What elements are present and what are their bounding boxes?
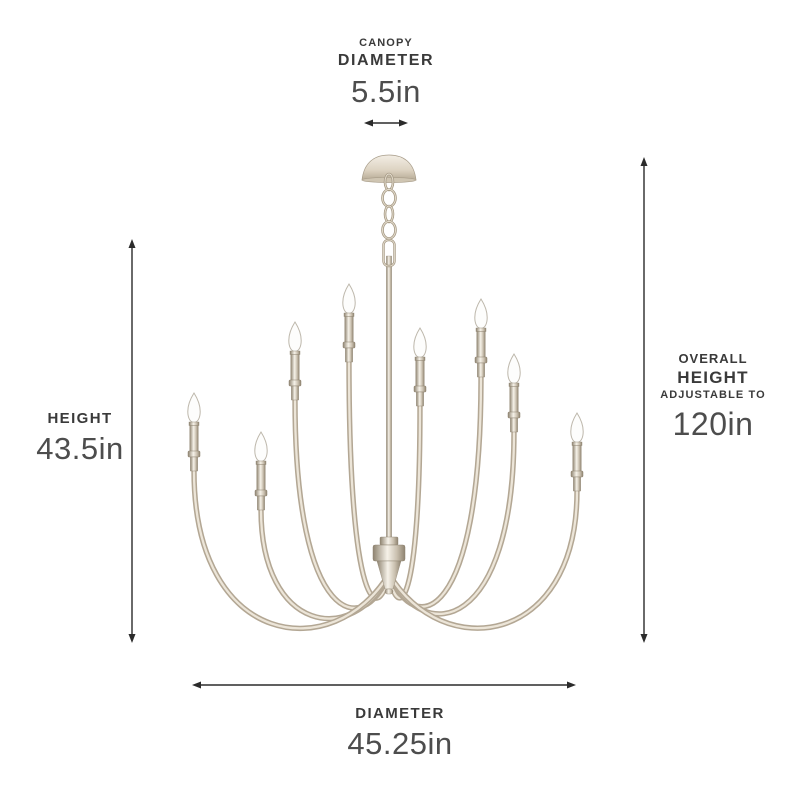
overall-height-annotation: OVERALL HEIGHT ADJUSTABLE TO 120in: [633, 350, 793, 442]
adjustable-to-label: ADJUSTABLE TO: [660, 389, 766, 401]
candle-light: [288, 321, 302, 401]
ceiling-canopy: [361, 154, 417, 183]
candle-light: [254, 431, 268, 511]
overall-height-label: HEIGHT: [677, 368, 749, 387]
candle-light: [570, 412, 584, 492]
canopy-diameter-arrow: [364, 119, 408, 127]
hanging-chain: [381, 172, 397, 268]
chandelier-arms: [191, 359, 580, 632]
height-arrow: [128, 239, 136, 643]
canopy-diameter-annotation: CANOPY DIAMETER 5.5in: [286, 36, 486, 110]
overall-height-value: 120in: [672, 406, 754, 442]
canopy-label: CANOPY: [359, 37, 413, 49]
height-label: HEIGHT: [47, 410, 113, 427]
height-value: 43.5in: [36, 431, 124, 466]
candle-light: [474, 298, 488, 378]
height-annotation: HEIGHT 43.5in: [0, 409, 160, 467]
candle-light: [413, 327, 427, 407]
candle-light: [507, 353, 521, 433]
center-hub: [372, 536, 406, 595]
chandelier-stem: [386, 255, 392, 553]
overall-label: OVERALL: [678, 351, 748, 366]
candle-light: [342, 283, 356, 363]
canopy-diameter-value: 5.5in: [351, 74, 421, 109]
overall-height-arrow: [640, 157, 648, 643]
canopy-diameter-label: DIAMETER: [337, 52, 435, 69]
diameter-annotation: DIAMETER 45.25in: [300, 704, 500, 762]
diameter-arrow: [192, 681, 576, 689]
candle-lights: [187, 283, 584, 511]
candle-light: [187, 392, 201, 472]
diameter-value: 45.25in: [347, 726, 453, 761]
diameter-label: DIAMETER: [355, 705, 445, 722]
